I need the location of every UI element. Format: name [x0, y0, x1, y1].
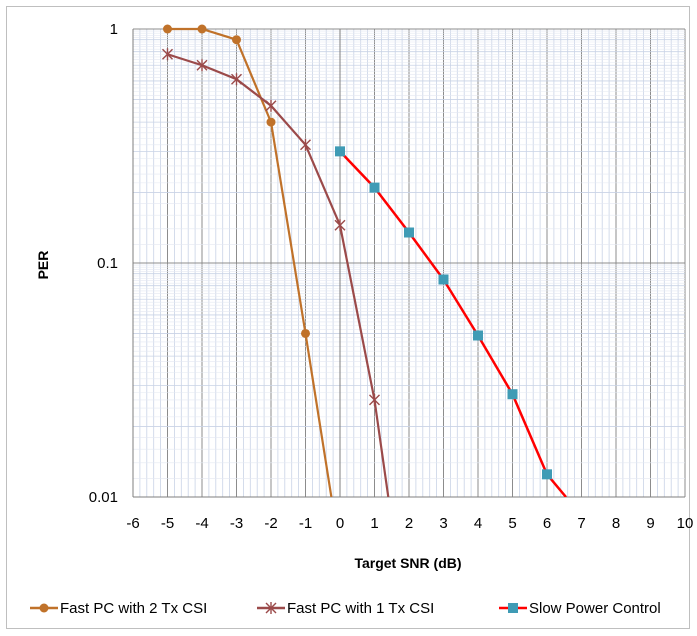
y-axis-title: PER [35, 251, 51, 280]
x-tick-label: 4 [474, 515, 482, 532]
data-point [197, 24, 207, 34]
legend: Fast PC with 2 Tx CSI Fast PC with 1 Tx C… [30, 600, 661, 617]
y-tick-labels: 1 0.1 0.01 [89, 21, 118, 506]
series-1 [167, 27, 333, 497]
x-axis-title: Target SNR (dB) [354, 555, 461, 571]
data-point [266, 117, 276, 127]
series-2 [167, 53, 390, 497]
x-tick-label: -1 [299, 515, 312, 532]
data-point [163, 24, 172, 34]
series-2-markers [162, 48, 380, 406]
legend-item: Fast PC with 2 Tx CSI [30, 600, 207, 617]
x-tick-label: 3 [439, 515, 447, 532]
data-point [265, 99, 277, 112]
legend-item: Fast PC with 1 Tx CSI [257, 600, 434, 617]
data-point [301, 328, 310, 338]
series-layer [162, 24, 567, 497]
series-3 [339, 150, 567, 497]
data-point [334, 219, 346, 232]
x-tick-label: 8 [612, 515, 620, 532]
gridlines [132, 28, 686, 498]
legend-label: Slow Power Control [529, 600, 661, 617]
data-point [507, 389, 518, 400]
x-tick-label: -6 [126, 515, 139, 532]
legend-marker [508, 603, 518, 613]
data-point [438, 274, 449, 285]
series-line [167, 27, 333, 497]
x-tick-label: 9 [646, 515, 654, 532]
data-point [473, 330, 483, 341]
x-tick-label: -3 [230, 515, 243, 532]
y-tick-label: 1 [110, 21, 118, 38]
legend-label: Fast PC with 2 Tx CSI [60, 600, 207, 617]
data-point [231, 73, 242, 86]
series-line [167, 53, 390, 497]
y-tick-label: 0.01 [89, 489, 118, 506]
series-line [339, 150, 567, 497]
series-1-markers [163, 24, 310, 338]
chart-frame [6, 6, 690, 629]
data-point [542, 469, 552, 480]
x-tick-label: 5 [508, 515, 516, 532]
data-point [300, 138, 311, 151]
x-tick-labels: -6 -5 -4 -3 -2 -1 0 1 2 3 4 5 6 7 8 9 10 [126, 515, 693, 532]
legend-label: Fast PC with 1 Tx CSI [287, 600, 434, 617]
x-tick-label: 10 [677, 515, 694, 532]
x-tick-label: 0 [336, 515, 344, 532]
x-tick-label: 7 [577, 515, 585, 532]
x-tick-label: 1 [370, 515, 378, 532]
legend-item: Slow Power Control [499, 600, 661, 617]
legend-marker [265, 602, 277, 614]
legend-marker [39, 603, 49, 613]
data-point [196, 59, 208, 72]
series-3-markers [335, 146, 552, 480]
x-tick-label: -5 [161, 515, 174, 532]
y-tick-label: 0.1 [97, 255, 118, 272]
data-point [369, 182, 380, 193]
data-point [232, 35, 241, 45]
data-point [162, 48, 173, 61]
data-point [335, 146, 345, 157]
x-tick-label: 6 [543, 515, 551, 532]
data-point [369, 393, 380, 406]
x-tick-label: -4 [195, 515, 208, 532]
x-tick-label: 2 [405, 515, 413, 532]
data-point [404, 227, 414, 238]
x-tick-label: -2 [264, 515, 277, 532]
